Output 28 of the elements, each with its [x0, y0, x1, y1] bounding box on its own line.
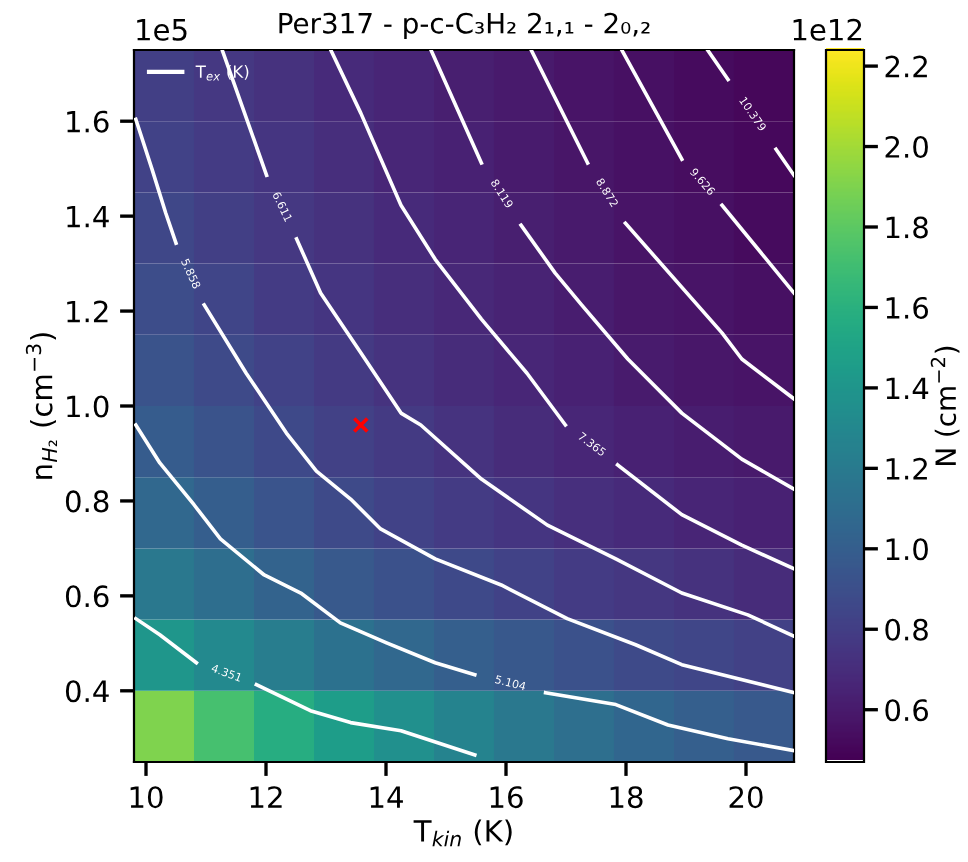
- x-tick-label: 18: [610, 786, 643, 809]
- y-tick-label: 1.6: [67, 110, 109, 133]
- color-bar-title: N (cm$^{−2}$): [930, 346, 960, 465]
- color-bar-label: 1.2: [886, 457, 927, 480]
- x-tick-label: 16: [490, 786, 523, 809]
- x-tick-label: 10: [130, 786, 163, 809]
- y-tick-label: 1.2: [67, 300, 108, 323]
- color-bar-label: 2.2: [885, 55, 927, 78]
- color-bar-label: 1.4: [886, 377, 929, 399]
- x-tick-label: 12: [250, 786, 282, 808]
- y-tick-label: 0.8: [65, 490, 109, 513]
- x-axis-title: T$_{kin}$ (K): [413, 819, 512, 847]
- color-bar-label: 2.0: [885, 135, 928, 159]
- color-bar-label: 1.0: [886, 538, 928, 561]
- x-tick-label: 20: [729, 786, 763, 809]
- y-tick-label: 1.0: [67, 395, 109, 418]
- color-bar-label: 0.6: [885, 699, 928, 722]
- y-axis-title: n$_{H₂}$ (cm$^{−3}$): [25, 333, 58, 479]
- color-bar-label: 1.8: [886, 216, 928, 239]
- color-bar-label: 0.8: [885, 618, 928, 641]
- chart-title: Per317 - p-c-C₃H₂ 2₁,₁ - 2₀,₂: [279, 12, 650, 40]
- x-tick-label: 14: [370, 786, 403, 808]
- color-bar-label: 1.6: [886, 296, 928, 319]
- y-tick-label: 0.4: [65, 680, 109, 703]
- text: 1e5: [137, 19, 187, 41]
- y-tick-label: 0.6: [65, 585, 109, 608]
- y-tick-label: 1.4: [67, 205, 109, 228]
- text: 1e12: [793, 18, 862, 41]
